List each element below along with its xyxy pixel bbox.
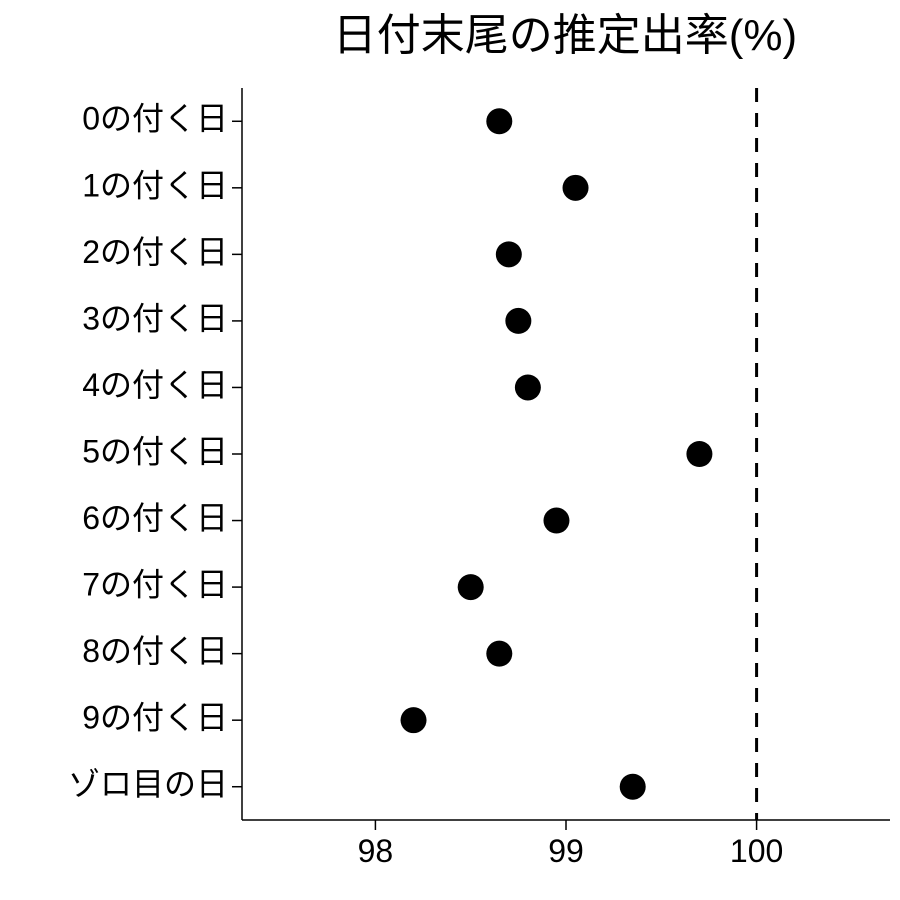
y-tick-label: 4の付く日	[82, 367, 228, 403]
y-tick-label: 9の付く日	[82, 700, 228, 736]
y-tick-label: ゾロ目の日	[68, 766, 228, 802]
data-point	[515, 374, 541, 400]
data-point	[543, 508, 569, 534]
x-tick-label: 98	[358, 833, 394, 869]
data-point	[686, 441, 712, 467]
y-tick-label: 1の付く日	[82, 167, 228, 203]
x-tick-label: 100	[730, 833, 783, 869]
dot-plot-chart: 日付末尾の推定出率(%) 98 99 100 0の付く日 1の付く日 2の付く日 3の付く日 4…	[0, 0, 900, 900]
data-point	[620, 774, 646, 800]
data-point	[486, 108, 512, 134]
y-tick-label: 3の付く日	[82, 300, 228, 336]
y-tick-label: 0の付く日	[82, 101, 228, 137]
data-point	[505, 308, 531, 334]
chart-title: 日付末尾の推定出率(%)	[333, 11, 797, 60]
data-point	[401, 707, 427, 733]
data-point	[563, 175, 589, 201]
y-tick-label: 6の付く日	[82, 500, 228, 536]
y-tick-label: 5の付く日	[82, 433, 228, 469]
data-point	[496, 241, 522, 267]
x-tick-label: 99	[548, 833, 584, 869]
y-tick-label: 8の付く日	[82, 633, 228, 669]
y-tick-label: 2の付く日	[82, 234, 228, 270]
data-point	[458, 574, 484, 600]
data-point	[486, 641, 512, 667]
y-tick-label: 7の付く日	[82, 567, 228, 603]
